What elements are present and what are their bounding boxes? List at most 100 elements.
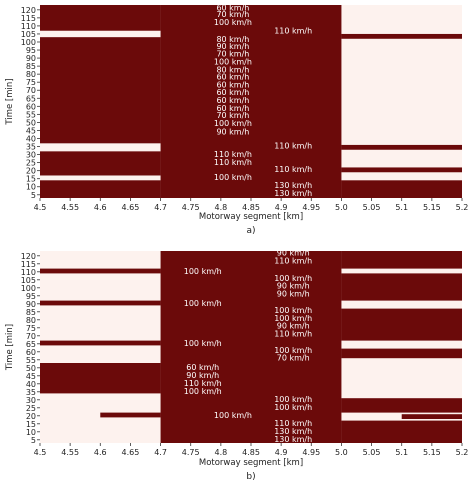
x-tick-label: 4.8 [214, 203, 227, 212]
speed-annotation: 110 km/h [184, 379, 222, 388]
occupied-cell [341, 273, 462, 301]
x-tick-label: 4.65 [122, 448, 140, 457]
speed-annotation: 70 km/h [216, 10, 249, 19]
occupied-cell [40, 300, 161, 306]
speed-annotation: 100 km/h [214, 18, 252, 27]
y-tick-label: 70 [26, 332, 36, 341]
x-tick-label: 5.1 [395, 448, 408, 457]
x-tick-label: 4.65 [122, 203, 140, 212]
speed-annotation: 110 km/h [274, 27, 312, 36]
y-tick-label: 120 [21, 6, 36, 15]
speed-annotation: 60 km/h [216, 73, 249, 82]
occupied-cell [341, 348, 462, 359]
y-tick-label: 20 [26, 412, 36, 421]
y-tick-label: 35 [26, 388, 36, 397]
occupied-cell [341, 180, 462, 198]
occupied-cell [40, 37, 161, 144]
x-tick-label: 4.75 [182, 203, 200, 212]
occupied-cell [401, 414, 462, 419]
y-tick-label: 10 [26, 183, 36, 192]
occupied-cell [40, 180, 161, 198]
y-tick-label: 20 [26, 167, 36, 176]
panel-caption: a) [246, 226, 255, 236]
y-tick-label: 40 [26, 134, 36, 143]
x-tick-label: 4.7 [154, 448, 167, 457]
speed-annotation: 90 km/h [277, 281, 310, 290]
x-tick-label: 5.05 [363, 203, 381, 212]
x-tick-label: 4.95 [302, 448, 320, 457]
y-tick-label: 90 [26, 300, 36, 309]
x-axis-label: Motorway segment [km] [199, 212, 303, 222]
speed-annotation: 110 km/h [274, 142, 312, 151]
speed-annotation: 100 km/h [214, 119, 252, 128]
speed-annotation: 100 km/h [184, 339, 222, 348]
y-tick-label: 30 [26, 396, 36, 405]
speed-annotation: 60 km/h [186, 363, 219, 372]
occupied-cell [160, 251, 342, 443]
speed-annotation: 110 km/h [274, 329, 312, 338]
speed-annotation: 100 km/h [274, 395, 312, 404]
speed-annotation: 100 km/h [274, 403, 312, 412]
y-tick-label: 5 [31, 436, 36, 445]
y-tick-label: 40 [26, 380, 36, 389]
occupied-cell [341, 420, 462, 443]
y-tick-label: 110 [21, 22, 36, 31]
occupied-cell [40, 363, 161, 394]
x-tick-label: 4.85 [242, 448, 260, 457]
y-tick-label: 75 [26, 324, 36, 333]
occupied-cell [40, 5, 161, 31]
x-tick-label: 5.2 [456, 203, 469, 212]
speed-annotation: 60 km/h [216, 88, 249, 97]
occupied-cell [341, 308, 462, 341]
speed-annotation: 90 km/h [277, 321, 310, 330]
y-tick-label: 80 [26, 70, 36, 79]
x-tick-label: 5.05 [363, 448, 381, 457]
occupied-cell [341, 144, 462, 150]
y-tick-label: 95 [26, 46, 36, 55]
x-tick-label: 4.95 [302, 203, 320, 212]
speed-annotation: 130 km/h [274, 189, 312, 198]
x-tick-label: 4.8 [214, 448, 227, 457]
x-tick-label: 4.75 [182, 448, 200, 457]
speed-annotation: 90 km/h [186, 371, 219, 380]
y-tick-label: 85 [26, 62, 36, 71]
y-tick-label: 15 [26, 420, 36, 429]
x-tick-label: 4.55 [61, 203, 79, 212]
speed-annotation: 100 km/h [214, 173, 252, 182]
x-tick-label: 4.6 [94, 448, 107, 457]
y-tick-label: 50 [26, 118, 36, 127]
x-tick-label: 4.9 [275, 448, 288, 457]
occupied-cell [160, 5, 342, 198]
y-tick-label: 25 [26, 159, 36, 168]
occupied-cell [341, 398, 462, 413]
y-tick-label: 65 [26, 94, 36, 103]
x-tick-label: 5.1 [395, 203, 408, 212]
y-tick-label: 75 [26, 78, 36, 87]
speed-annotation: 70 km/h [277, 353, 310, 362]
speed-annotation: 100 km/h [184, 387, 222, 396]
x-axis-label: Motorway segment [km] [199, 458, 303, 468]
speed-annotation: 100 km/h [214, 411, 252, 420]
speed-annotation: 100 km/h [214, 57, 252, 66]
y-tick-label: 80 [26, 316, 36, 325]
speed-annotation: 100 km/h [274, 346, 312, 355]
speed-annotation: 100 km/h [274, 314, 312, 323]
speed-annotation: 110 km/h [214, 150, 252, 159]
x-tick-label: 4.9 [275, 203, 288, 212]
speed-annotation: 60 km/h [216, 104, 249, 113]
speed-annotation: 90 km/h [277, 249, 310, 258]
y-tick-label: 120 [21, 252, 36, 261]
x-tick-label: 4.6 [94, 203, 107, 212]
speed-annotation: 130 km/h [274, 427, 312, 436]
x-tick-label: 4.5 [34, 448, 47, 457]
y-tick-label: 85 [26, 308, 36, 317]
y-tick-label: 15 [26, 175, 36, 184]
y-tick-label: 110 [21, 268, 36, 277]
speed-annotation: 60 km/h [216, 81, 249, 90]
speed-annotation: 60 km/h [216, 96, 249, 105]
occupied-cell [40, 268, 161, 274]
y-tick-label: 45 [26, 126, 36, 135]
